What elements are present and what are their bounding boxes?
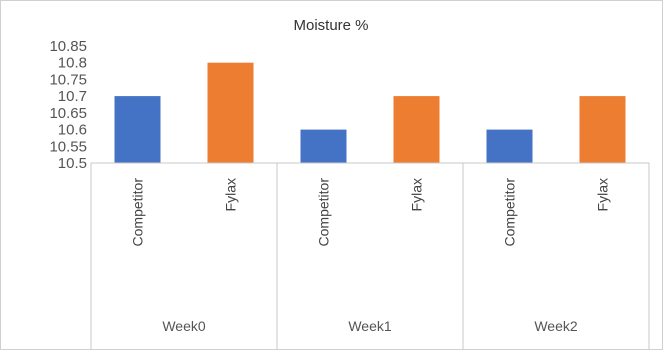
category-label: Fylax bbox=[223, 178, 239, 211]
y-tick-label: 10.7 bbox=[58, 88, 87, 105]
group-label: Week0 bbox=[162, 318, 206, 334]
y-tick-label: 10.6 bbox=[58, 122, 87, 139]
category-label: Fylax bbox=[409, 178, 425, 211]
bar-week1-fylax bbox=[393, 96, 440, 163]
bars bbox=[114, 62, 626, 164]
bar-week2-competitor bbox=[486, 129, 533, 163]
y-tick-label: 10.8 bbox=[58, 55, 87, 72]
category-label: Fylax bbox=[595, 178, 611, 211]
bar-week1-competitor bbox=[300, 129, 347, 163]
category-label: Competitor bbox=[130, 178, 146, 247]
category-table: Competitor Fylax Week0 Competitor Fylax Week1… bbox=[90, 162, 650, 349]
y-tick-label: 10.85 bbox=[49, 38, 87, 55]
y-tick-label: 10.75 bbox=[49, 71, 87, 88]
chart-title: Moisture % bbox=[293, 17, 368, 34]
group-label: Week2 bbox=[534, 318, 578, 334]
category-label: Competitor bbox=[316, 178, 332, 247]
bar-week0-fylax bbox=[207, 62, 254, 164]
y-tick-label: 10.65 bbox=[49, 105, 87, 122]
category-label: Competitor bbox=[502, 178, 518, 247]
y-tick-label: 10.5 bbox=[58, 155, 87, 172]
bar-week0-competitor bbox=[114, 96, 161, 163]
group-label: Week1 bbox=[348, 318, 392, 334]
y-tick-label: 10.55 bbox=[49, 138, 87, 155]
bar-week2-fylax bbox=[579, 96, 626, 163]
